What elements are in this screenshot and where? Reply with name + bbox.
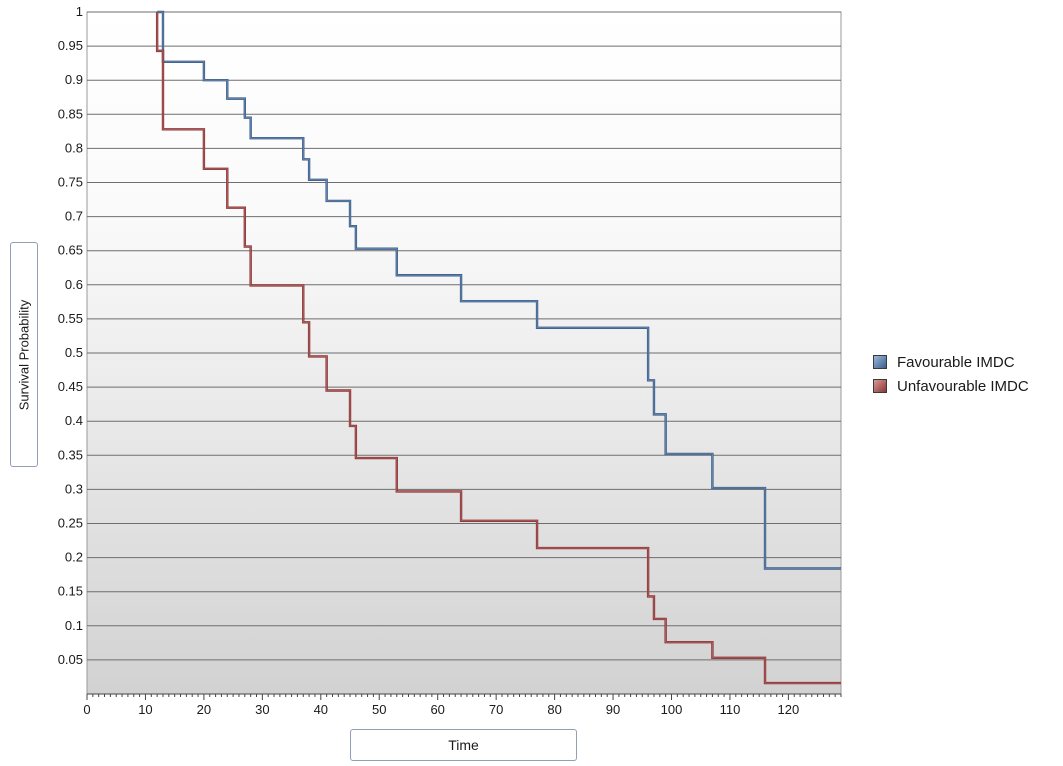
x-tick-label: 90	[606, 702, 620, 717]
y-tick-label: 0.2	[65, 550, 83, 565]
y-tick-label: 0.35	[58, 447, 83, 462]
legend-swatch-favourable	[873, 355, 887, 369]
y-tick-label: 0.6	[65, 277, 83, 292]
legend-label-unfavourable: Unfavourable IMDC	[897, 377, 1029, 395]
x-tick-label: 20	[197, 702, 211, 717]
y-tick-label: 0.1	[65, 618, 83, 633]
y-tick-label: 0.75	[58, 175, 83, 190]
y-axis-ticks: 0.05 0.1 0.15 0.2 0.25 0.3 0.35 0.4 0.45 0.5 0.55 0…	[58, 4, 83, 667]
x-tick-label: 40	[314, 702, 328, 717]
y-tick-label: 0.4	[65, 413, 83, 428]
y-tick-label: 0.45	[58, 379, 83, 394]
y-tick-label: 0.3	[65, 481, 83, 496]
x-tick-label: 100	[661, 702, 683, 717]
y-tick-label: 0.55	[58, 311, 83, 326]
series-highlight-favourable	[157, 11, 841, 569]
x-tick-label: 120	[778, 702, 800, 717]
y-tick-label: 0.9	[65, 72, 83, 87]
x-tick-label: 0	[83, 702, 90, 717]
y-tick-label: 0.8	[65, 140, 83, 155]
x-tick-label: 60	[430, 702, 444, 717]
x-tick-label: 50	[372, 702, 386, 717]
y-tick-label: 0.25	[58, 516, 83, 531]
legend-swatch-unfavourable	[873, 379, 887, 393]
y-tick-label: 1	[76, 4, 83, 19]
x-tick-label: 80	[547, 702, 561, 717]
y-tick-label: 0.85	[58, 106, 83, 121]
legend-item-favourable: Favourable IMDC	[873, 350, 1029, 374]
y-axis-title-box: Survival Probability	[10, 242, 38, 467]
series-lines	[155, 10, 841, 685]
legend-label-favourable: Favourable IMDC	[897, 353, 1015, 371]
x-tick-label: 70	[489, 702, 503, 717]
y-tick-label: 0.05	[58, 652, 83, 667]
gridlines	[87, 11, 841, 661]
y-tick-label: 0.7	[65, 209, 83, 224]
x-axis-ticks: 0 10 20 30 40 50 60 70 80 90 100 110 120	[83, 693, 842, 717]
y-tick-label: 0.65	[58, 243, 83, 258]
legend: Favourable IMDC Unfavourable IMDC	[873, 350, 1029, 398]
y-tick-label: 0.95	[58, 38, 83, 53]
y-tick-label: 0.5	[65, 345, 83, 360]
x-tick-label: 30	[255, 702, 269, 717]
legend-item-unfavourable: Unfavourable IMDC	[873, 374, 1029, 398]
y-axis-title: Survival Probability	[16, 299, 32, 410]
x-tick-label: 10	[138, 702, 152, 717]
y-tick-label: 0.15	[58, 584, 83, 599]
x-tick-label: 110	[720, 702, 741, 717]
x-axis-title: Time	[350, 729, 577, 761]
series-highlight-unfavourable	[156, 12, 841, 684]
